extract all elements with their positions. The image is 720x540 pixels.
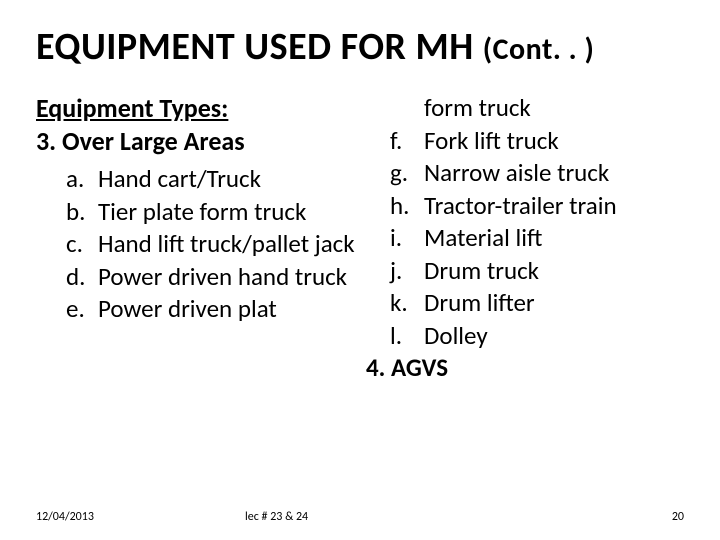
list-marker: a. (66, 163, 98, 196)
list-text: Material lift (424, 222, 684, 255)
list-marker: h. (390, 190, 424, 223)
list-item: h. Tractor-trailer train (366, 190, 684, 223)
list-item: c. Hand lift truck/pallet jack (66, 228, 358, 261)
list-item: e. Power driven plat (66, 293, 358, 326)
list-item: k. Drum lifter (366, 287, 684, 320)
list-item: j. Drum truck (366, 255, 684, 288)
list-marker: b. (66, 196, 98, 229)
list-text: Drum lifter (424, 287, 684, 320)
list-text: Tier plate form truck (98, 196, 358, 229)
slide-title: EQUIPMENT USED FOR MH (Cont. . ) (36, 24, 684, 70)
list-item: f. Fork lift truck (366, 125, 684, 158)
list-marker: d. (66, 261, 98, 294)
continuation-text: form truck (366, 92, 684, 125)
equipment-types-heading: Equipment Types: (36, 92, 358, 125)
list-text: Power driven hand truck (98, 261, 358, 294)
footer-page-number: 20 (672, 510, 684, 524)
list-item: i. Material lift (366, 222, 684, 255)
slide: EQUIPMENT USED FOR MH (Cont. . ) Equipme… (0, 0, 720, 540)
slide-footer: 12/04/2013 lec # 23 & 24 20 (36, 510, 684, 524)
title-main: EQUIPMENT USED FOR MH (36, 24, 483, 70)
right-list: f. Fork lift truck g. Narrow aisle truck… (366, 125, 684, 353)
list-marker: e. (66, 293, 98, 326)
list-item: d. Power driven hand truck (66, 261, 358, 294)
list-text: Hand lift truck/pallet jack (98, 228, 358, 261)
agvs-heading: 4. AGVS (366, 352, 684, 385)
list-text: Tractor-trailer train (424, 190, 684, 223)
list-marker: i. (390, 222, 424, 255)
list-item: l. Dolley (366, 320, 684, 353)
list-text: Hand cart/Truck (98, 163, 358, 196)
list-text: Power driven plat (98, 293, 358, 326)
list-marker: k. (390, 287, 424, 320)
left-list: a. Hand cart/Truck b. Tier plate form tr… (36, 163, 358, 326)
list-marker: j. (390, 255, 424, 288)
list-item: b. Tier plate form truck (66, 196, 358, 229)
list-item: a. Hand cart/Truck (66, 163, 358, 196)
content-columns: Equipment Types: 3. Over Large Areas a. … (36, 92, 684, 385)
list-text: Drum truck (424, 255, 684, 288)
list-marker: c. (66, 228, 98, 261)
footer-date: 12/04/2013 (36, 510, 94, 524)
list-text: Dolley (424, 320, 684, 353)
list-text: Fork lift truck (424, 125, 684, 158)
footer-lecture: lec # 23 & 24 (245, 510, 308, 524)
title-cont: (Cont. . ) (483, 31, 595, 68)
right-column: form truck f. Fork lift truck g. Narrow … (366, 92, 684, 385)
list-text: Narrow aisle truck (424, 157, 684, 190)
list-marker: l. (390, 320, 424, 353)
section-3-heading: 3. Over Large Areas (36, 125, 358, 158)
list-item: g. Narrow aisle truck (366, 157, 684, 190)
left-column: Equipment Types: 3. Over Large Areas a. … (36, 92, 358, 385)
list-marker: f. (390, 125, 424, 158)
list-marker: g. (390, 157, 424, 190)
